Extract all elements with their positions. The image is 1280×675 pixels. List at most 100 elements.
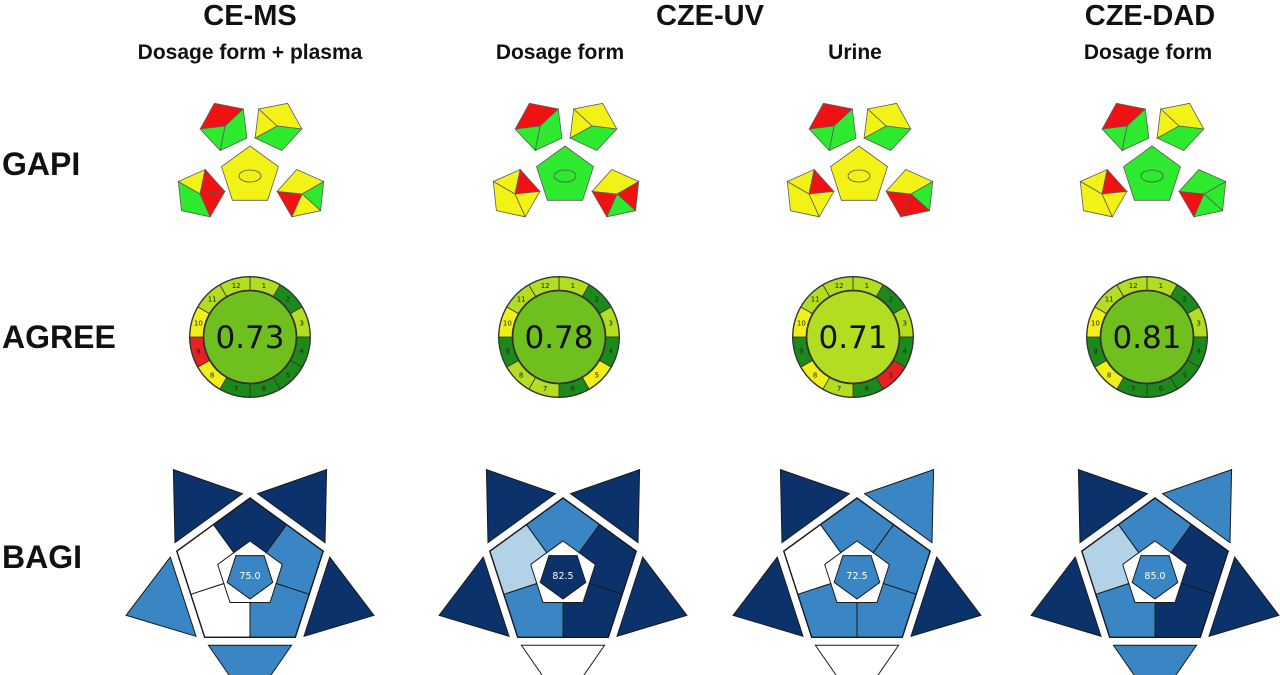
agree-segment-number: 8 xyxy=(813,371,817,379)
agree-segment-number: 5 xyxy=(1183,371,1187,379)
agree-segment-number: 1 xyxy=(865,282,869,290)
agree-segment-number: 9 xyxy=(799,347,803,355)
gapi-segment xyxy=(514,125,541,152)
gapi-pictogram xyxy=(177,102,325,218)
gapi-center-oval xyxy=(553,169,577,183)
bagi-outer-triangle xyxy=(1161,468,1233,544)
agree-segment-number: 3 xyxy=(299,320,303,328)
method-title-cze-dad: CZE-DAD xyxy=(1084,0,1216,32)
gapi-segment xyxy=(1079,180,1113,218)
agree-segment-number: 10 xyxy=(1091,320,1100,328)
gapi-pictogram xyxy=(492,102,640,218)
gapi-segment xyxy=(254,108,278,139)
agree-segment-number: 12 xyxy=(541,282,550,290)
subtitle-dosage-form-dad: Dosage form xyxy=(1083,41,1213,64)
agree-score: 0.73 xyxy=(215,320,284,356)
bagi-outer-triangle xyxy=(1030,556,1102,638)
agree-segment-number: 2 xyxy=(889,296,893,304)
agree-segment-number: 11 xyxy=(208,296,217,304)
bagi-outer-triangle xyxy=(616,556,688,638)
row-label-bagi: BAGI xyxy=(2,539,82,575)
agree-center xyxy=(512,290,606,384)
agree-segment-number: 2 xyxy=(1183,296,1187,304)
gapi-pictogram xyxy=(786,102,934,218)
agree-segment-number: 12 xyxy=(835,282,844,290)
bagi-outer-triangle xyxy=(1077,468,1149,544)
agree-segment-number: 4 xyxy=(902,347,907,355)
bagi-outline xyxy=(175,497,325,639)
agree-segment-number: 12 xyxy=(1129,282,1138,290)
gapi-segment xyxy=(1156,108,1180,139)
gapi-segment xyxy=(591,169,640,195)
bagi-outer-triangle xyxy=(172,468,244,544)
gapi-center xyxy=(221,145,279,201)
bagi-score: 75.0 xyxy=(239,571,260,582)
agree-score: 0.78 xyxy=(524,320,593,356)
bagi-outer-triangle xyxy=(569,468,641,544)
agree-segment-number: 11 xyxy=(811,296,820,304)
subtitle-urine: Urine xyxy=(828,41,882,64)
gapi-segment xyxy=(885,169,934,195)
bagi-outer-triangle xyxy=(207,644,293,675)
gapi-segment xyxy=(492,180,526,218)
agree-segment-number: 1 xyxy=(262,282,266,290)
gapi-center-oval xyxy=(1140,169,1164,183)
gapi-center xyxy=(536,145,594,201)
gapi-center-oval xyxy=(847,169,871,183)
agree-segment-number: 6 xyxy=(1159,385,1164,393)
agree-segment-number: 5 xyxy=(286,371,290,379)
agree-segment-number: 5 xyxy=(889,371,893,379)
agree-segment-number: 7 xyxy=(837,385,841,393)
bagi-score: 85.0 xyxy=(1144,571,1165,582)
gapi-pictogram xyxy=(1079,102,1227,218)
gapi-segment xyxy=(276,169,325,195)
agree-segment-number: 4 xyxy=(608,347,613,355)
agree-segment-number: 6 xyxy=(571,385,576,393)
agree-segment-number: 8 xyxy=(1107,371,1111,379)
bagi-outer-triangle xyxy=(520,644,606,675)
agree-segment xyxy=(528,276,560,297)
bagi-outer-triangle xyxy=(814,644,900,675)
agree-segment-number: 4 xyxy=(299,347,304,355)
agree-segment-number: 3 xyxy=(1196,320,1200,328)
agree-center xyxy=(806,290,900,384)
subtitle-dosage-form-plasma: Dosage form + plasma xyxy=(137,41,363,64)
gapi-segment xyxy=(569,108,593,139)
agree-segment-number: 3 xyxy=(608,320,612,328)
agree-segment-number: 10 xyxy=(194,320,203,328)
gapi-segment xyxy=(1101,125,1128,152)
agree-segment xyxy=(219,276,251,297)
gapi-segment xyxy=(177,180,211,218)
agree-segment-number: 1 xyxy=(1159,282,1163,290)
agree-segment-number: 8 xyxy=(519,371,523,379)
agree-segment-number: 3 xyxy=(902,320,906,328)
agree-segment-number: 11 xyxy=(517,296,526,304)
bagi-pictogram: 85.0 xyxy=(1030,468,1280,675)
bagi-outer-triangle xyxy=(125,556,197,638)
bagi-outline xyxy=(1080,497,1230,639)
bagi-center xyxy=(226,555,274,600)
bagi-pictogram: 75.0 xyxy=(125,468,375,675)
bagi-outline xyxy=(488,497,638,639)
agree-segment-number: 8 xyxy=(210,371,214,379)
bagi-score: 82.5 xyxy=(552,571,573,582)
gapi-segment xyxy=(1178,169,1227,195)
agree-segment-number: 7 xyxy=(234,385,238,393)
bagi-pictogram: 72.5 xyxy=(732,468,982,675)
gapi-center xyxy=(1123,145,1181,201)
gapi-center-oval xyxy=(238,169,262,183)
agree-segment-number: 10 xyxy=(503,320,512,328)
agree-segment-number: 4 xyxy=(1196,347,1201,355)
bagi-center xyxy=(833,555,881,600)
agree-segment-number: 2 xyxy=(595,296,599,304)
gapi-segment xyxy=(199,125,226,152)
agree-score: 0.71 xyxy=(818,320,887,356)
agree-segment-number: 5 xyxy=(595,371,599,379)
agree-segment-number: 11 xyxy=(1105,296,1114,304)
bagi-outer-triangle xyxy=(732,556,804,638)
bagi-outline xyxy=(782,497,932,639)
method-title-ce-ms: CE-MS xyxy=(203,0,297,32)
agree-score: 0.81 xyxy=(1112,320,1181,356)
